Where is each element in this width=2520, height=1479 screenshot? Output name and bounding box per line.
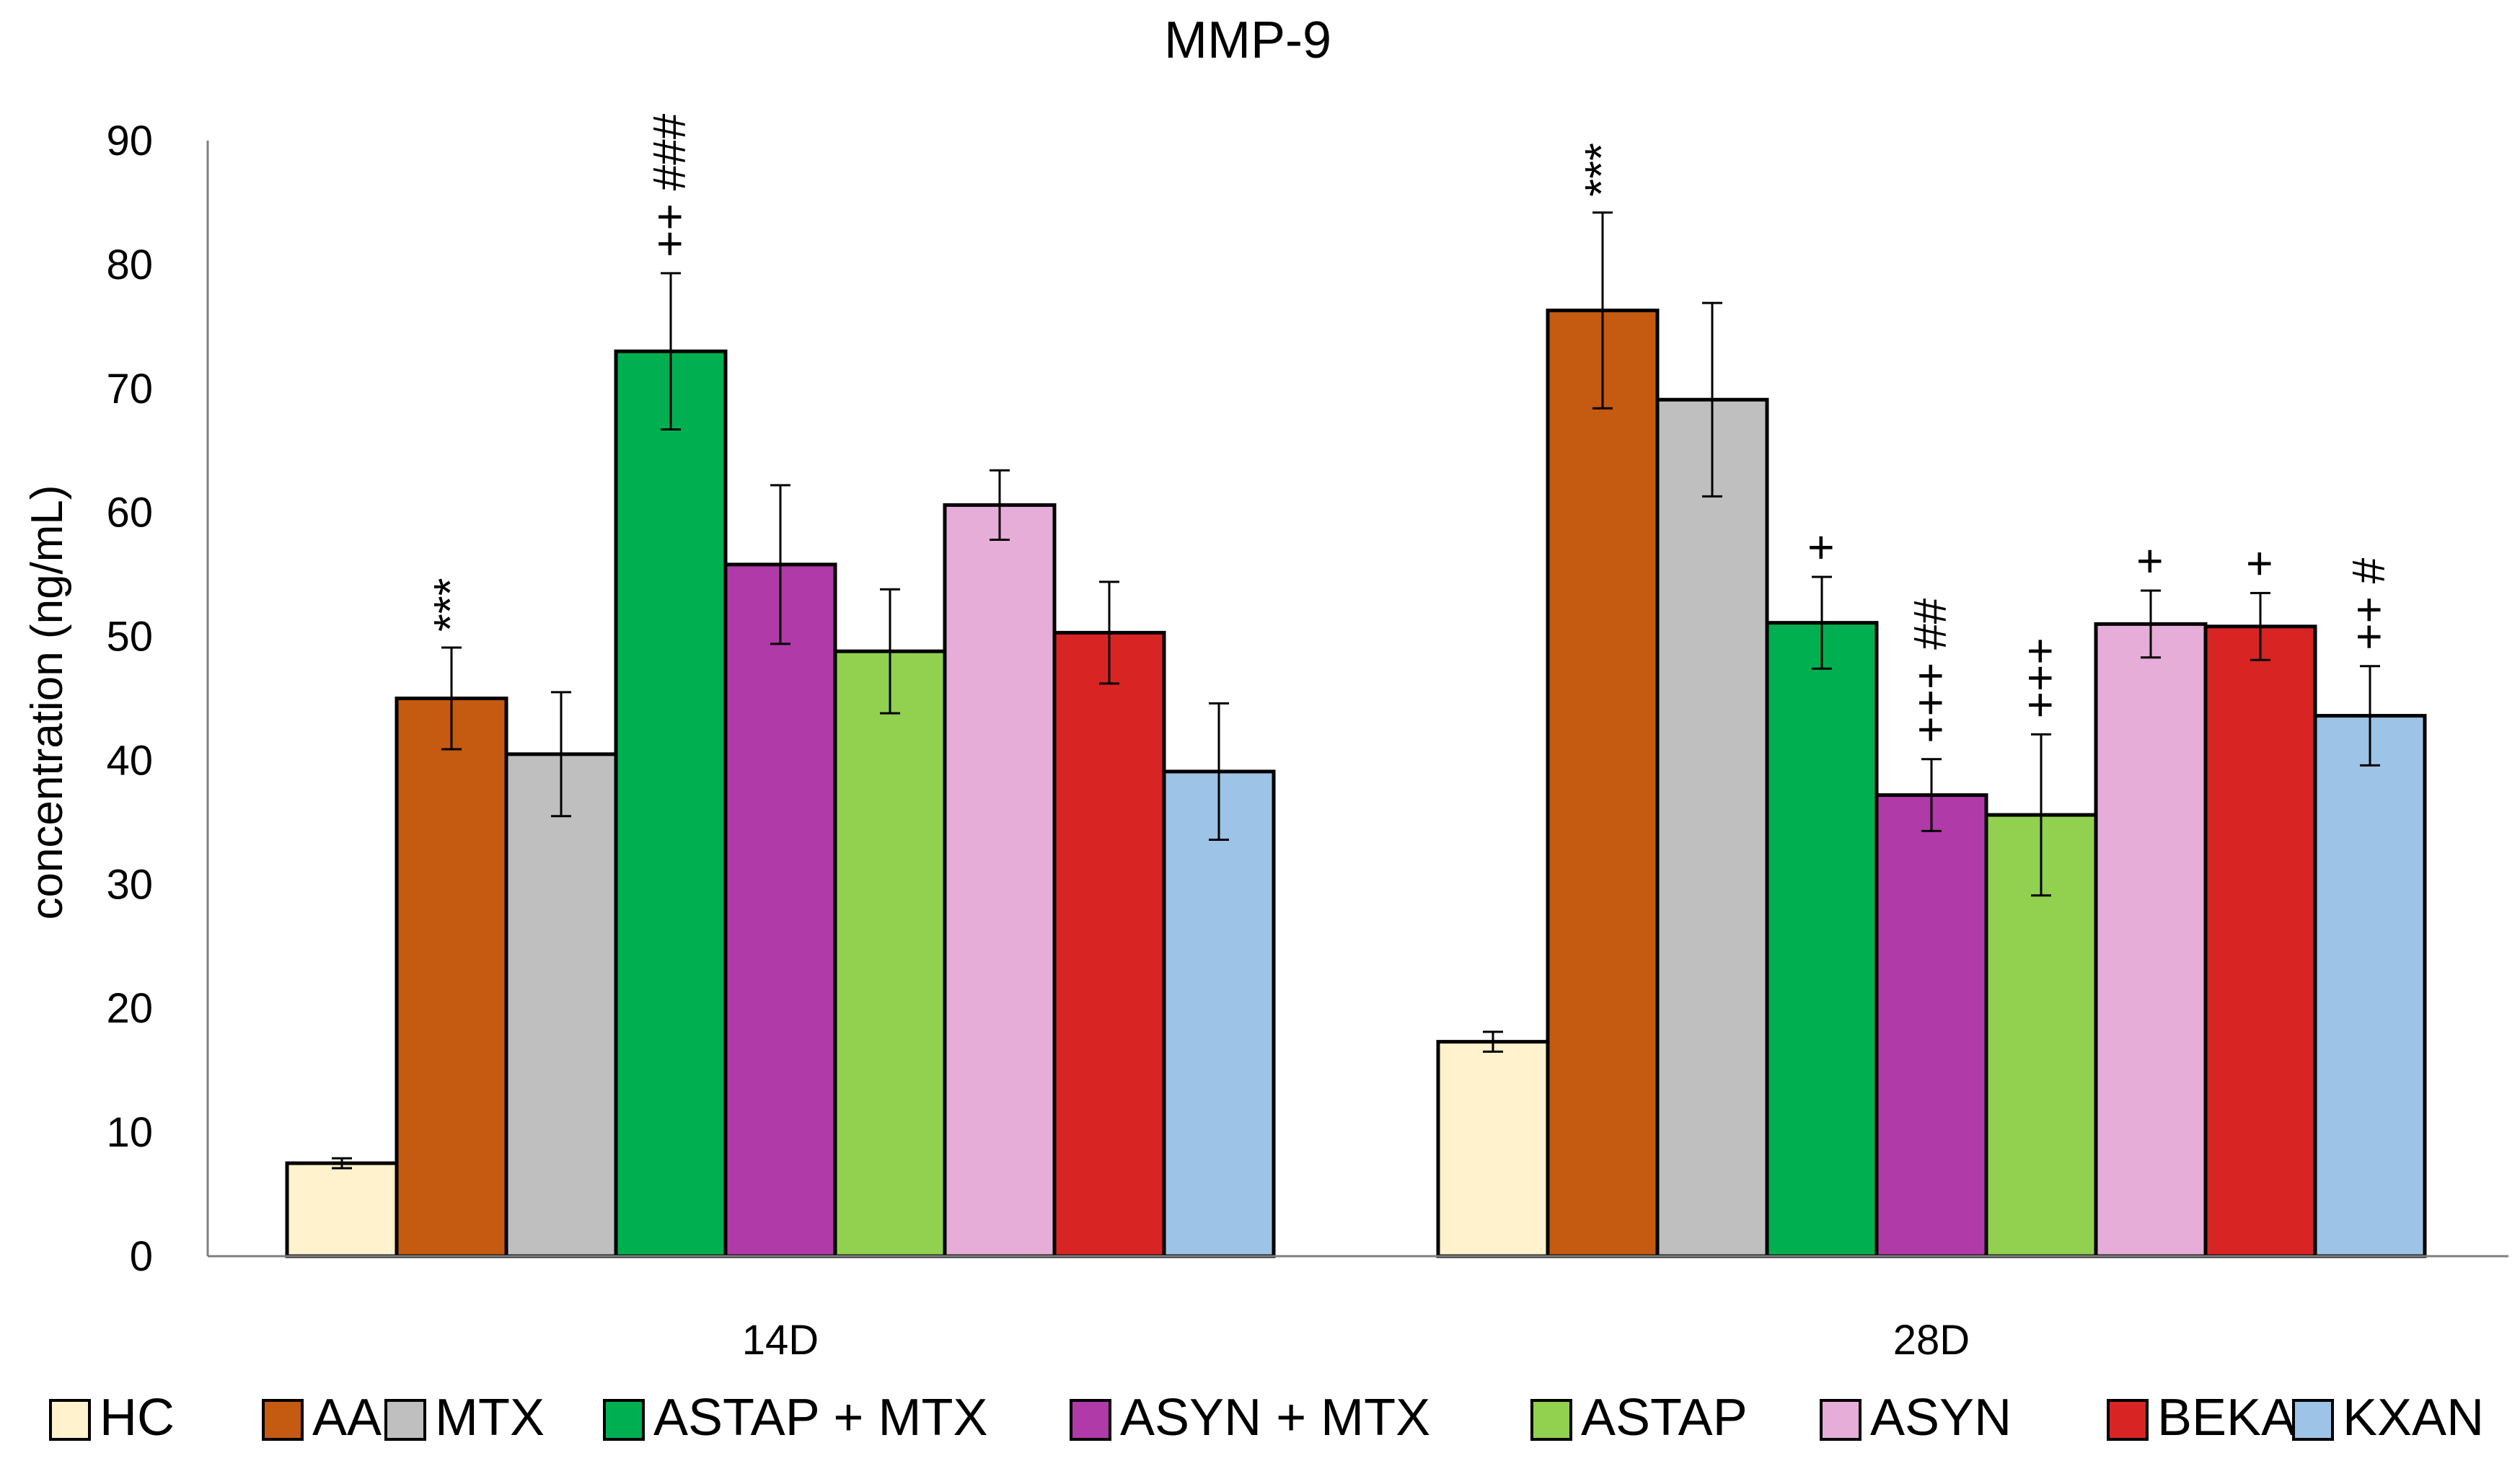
bar [2094, 622, 2208, 1258]
bar [1874, 793, 1988, 1258]
x-category-label: 14D [742, 1317, 819, 1364]
bar [1546, 308, 1660, 1258]
bar [285, 1161, 399, 1258]
bar [2203, 624, 2317, 1258]
legend-swatch [1070, 1399, 1111, 1441]
y-tick-label: 80 [106, 242, 153, 288]
legend-label: MTX [435, 1389, 545, 1447]
y-tick-label: 20 [106, 985, 153, 1032]
y-tick-label: 60 [106, 490, 153, 537]
significance-annotation: + [2123, 548, 2175, 575]
bar [723, 562, 837, 1258]
legend-swatch [49, 1399, 91, 1441]
significance-annotation: + [1794, 534, 1846, 561]
legend-label: HC [100, 1389, 175, 1447]
significance-annotation: *** [424, 578, 476, 632]
y-tick-label: 0 [130, 1233, 153, 1280]
bar [1052, 630, 1166, 1258]
bar [614, 349, 728, 1258]
bars-layer: ******++ ###++++ ## ++++ + ++ # [285, 113, 2427, 1258]
legend-swatch [2107, 1399, 2149, 1441]
significance-annotation: +++ ## [1904, 598, 1956, 743]
bar [1765, 621, 1879, 1258]
legend-label: ASYN [1870, 1389, 2012, 1447]
legend-label: KXAN [2343, 1389, 2484, 1447]
legend-label: ASTAP [1581, 1389, 1748, 1447]
bar [395, 697, 508, 1258]
significance-annotation: + [2233, 550, 2285, 577]
y-axis-title: concentration (ng/mL) [22, 485, 72, 919]
legend-label: ASYN + MTX [1120, 1389, 1430, 1447]
significance-annotation: ++ # [2343, 557, 2395, 650]
legend-swatch [1820, 1399, 1862, 1441]
legend-swatch [1530, 1399, 1572, 1441]
chart-title: MMP-9 [1164, 12, 1331, 69]
bar [1655, 397, 1769, 1258]
bar [1162, 769, 1276, 1258]
legend-label: ASTAP + MTX [653, 1389, 987, 1447]
x-category-label: 28D [1893, 1317, 1970, 1364]
significance-annotation: *** [1575, 143, 1627, 197]
y-tick-label: 40 [106, 737, 153, 784]
bar [943, 503, 1057, 1258]
significance-annotation: ++ ### [643, 113, 695, 257]
legend: HC AA MTX ASTAP + MTX ASYN + MTX ASTAP ASYN BEK… [49, 1389, 2484, 1447]
y-tick-label: 50 [106, 614, 153, 661]
legend-label: AA [312, 1389, 382, 1447]
bar [2313, 714, 2427, 1258]
y-tick-label: 70 [106, 366, 153, 412]
y-tick-label: 30 [106, 861, 153, 908]
significance-annotation: +++ [2014, 637, 2066, 718]
legend-swatch [603, 1399, 645, 1441]
y-tick-label: 90 [106, 118, 153, 164]
bar [1436, 1040, 1550, 1258]
axes-layer: 0 10 20 30 40 50 60 70 80 90 14D 28D [106, 118, 2508, 1364]
y-tick-label: 10 [106, 1109, 153, 1156]
legend-swatch [2292, 1399, 2334, 1441]
legend-swatch [262, 1399, 304, 1441]
legend-swatch [384, 1399, 426, 1441]
bar [504, 752, 618, 1258]
legend-label: BEKA [2157, 1389, 2296, 1447]
bar [833, 649, 947, 1258]
